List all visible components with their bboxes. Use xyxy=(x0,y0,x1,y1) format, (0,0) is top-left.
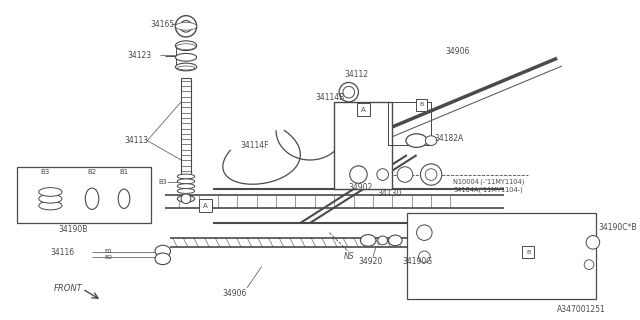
Bar xyxy=(388,102,431,146)
Ellipse shape xyxy=(175,63,196,71)
Bar xyxy=(407,213,596,299)
Text: 34130: 34130 xyxy=(378,189,402,198)
Bar xyxy=(198,199,212,212)
Ellipse shape xyxy=(177,196,195,202)
Ellipse shape xyxy=(39,201,62,210)
Ellipse shape xyxy=(406,134,428,148)
Text: 34113: 34113 xyxy=(124,136,148,145)
Ellipse shape xyxy=(177,66,195,70)
Text: B1: B1 xyxy=(119,169,129,175)
Circle shape xyxy=(584,260,594,269)
Text: 34906: 34906 xyxy=(223,289,247,298)
Text: A347001251: A347001251 xyxy=(557,305,605,314)
Bar xyxy=(17,167,151,223)
Text: A: A xyxy=(203,203,208,209)
Text: B2: B2 xyxy=(87,169,96,175)
Text: NS: NS xyxy=(344,252,355,261)
Bar xyxy=(522,246,534,258)
Bar xyxy=(334,102,392,189)
Circle shape xyxy=(339,83,358,102)
Text: 34902: 34902 xyxy=(349,183,373,192)
Bar xyxy=(415,99,428,111)
Bar xyxy=(388,102,431,146)
Text: 34182A: 34182A xyxy=(434,134,463,143)
Text: 34190C*B: 34190C*B xyxy=(599,223,637,232)
Circle shape xyxy=(175,16,196,37)
Ellipse shape xyxy=(155,253,170,265)
Ellipse shape xyxy=(360,235,376,246)
Ellipse shape xyxy=(388,235,402,246)
Circle shape xyxy=(343,86,355,98)
Circle shape xyxy=(180,20,192,32)
Circle shape xyxy=(417,225,432,240)
Text: B: B xyxy=(419,102,424,107)
Text: 34114F: 34114F xyxy=(240,141,269,150)
Ellipse shape xyxy=(177,184,195,188)
Text: 34116: 34116 xyxy=(51,248,74,257)
Circle shape xyxy=(426,169,437,180)
Text: 34906: 34906 xyxy=(445,47,470,56)
Circle shape xyxy=(586,236,600,249)
Circle shape xyxy=(419,251,430,263)
Ellipse shape xyxy=(378,236,388,245)
Ellipse shape xyxy=(175,53,196,61)
Text: B3: B3 xyxy=(158,179,166,185)
Ellipse shape xyxy=(175,41,196,51)
Text: B2: B2 xyxy=(104,255,113,260)
Bar xyxy=(356,103,370,116)
Text: 34920: 34920 xyxy=(358,257,383,266)
Text: B3: B3 xyxy=(41,169,50,175)
Text: B: B xyxy=(526,250,530,254)
Circle shape xyxy=(397,167,413,182)
Ellipse shape xyxy=(175,22,196,30)
Ellipse shape xyxy=(39,188,62,196)
Text: B1: B1 xyxy=(104,249,113,253)
Ellipse shape xyxy=(426,136,437,146)
Text: 34165: 34165 xyxy=(150,20,175,29)
Text: FRONT: FRONT xyxy=(53,284,82,293)
Ellipse shape xyxy=(177,174,195,179)
Text: N10004 (-'11MY1104): N10004 (-'11MY1104) xyxy=(453,178,525,185)
Circle shape xyxy=(181,194,191,204)
Circle shape xyxy=(420,164,442,185)
Ellipse shape xyxy=(177,179,195,184)
Text: A: A xyxy=(361,107,365,113)
Text: 34123: 34123 xyxy=(128,51,152,60)
Ellipse shape xyxy=(155,245,170,257)
Text: 34114B: 34114B xyxy=(316,92,345,101)
Text: 34190B: 34190B xyxy=(58,225,88,234)
Ellipse shape xyxy=(118,189,130,208)
Ellipse shape xyxy=(39,194,62,203)
Ellipse shape xyxy=(85,188,99,209)
Text: 34184A('11MY1104-): 34184A('11MY1104-) xyxy=(453,187,523,193)
Circle shape xyxy=(349,166,367,183)
Text: 34112: 34112 xyxy=(344,70,368,79)
Ellipse shape xyxy=(177,188,195,193)
Text: 34190G: 34190G xyxy=(402,257,432,266)
Circle shape xyxy=(377,169,388,180)
Ellipse shape xyxy=(177,44,196,50)
